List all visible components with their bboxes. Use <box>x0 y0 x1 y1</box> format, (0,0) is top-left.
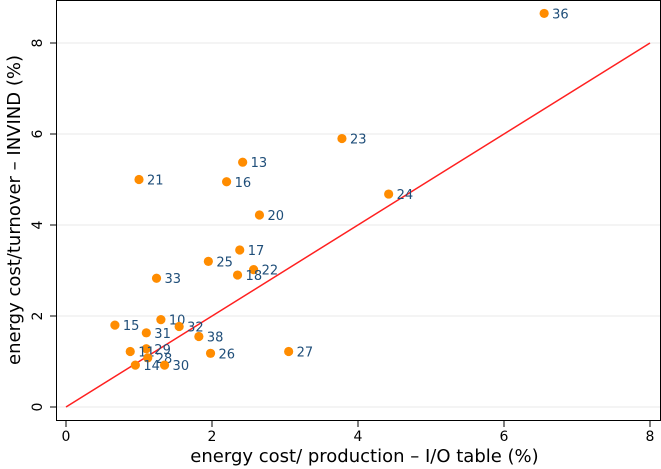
data-point <box>384 189 394 199</box>
data-point <box>232 270 243 280</box>
data-point <box>222 177 232 187</box>
x-tick-label: 8 <box>646 429 655 445</box>
data-point <box>159 360 170 370</box>
data-point <box>141 328 151 338</box>
point-label: 18 <box>246 269 263 284</box>
data-point <box>110 320 120 330</box>
point-label: 31 <box>154 327 171 342</box>
point-label: 15 <box>123 319 140 334</box>
point-label: 26 <box>219 347 236 362</box>
data-point <box>194 331 204 342</box>
data-point <box>203 256 213 266</box>
point-label: 30 <box>173 359 190 374</box>
data-point <box>141 344 151 354</box>
point-label: 33 <box>165 272 182 287</box>
point-label: 25 <box>216 255 233 270</box>
point-label: 23 <box>350 133 367 148</box>
data-point <box>539 8 549 19</box>
y-axis-title: energy cost/turnover – INVIND (%) <box>4 55 25 365</box>
data-point <box>143 353 153 363</box>
y-tick-label: 2 <box>30 312 46 321</box>
data-point <box>125 346 135 357</box>
data-point <box>134 174 144 185</box>
reference-line <box>65 42 651 408</box>
x-tick-label: 4 <box>354 429 363 445</box>
point-label: 13 <box>251 156 268 171</box>
point-label: 36 <box>552 7 569 22</box>
reference-line-layer <box>65 42 651 408</box>
point-label: 16 <box>235 176 252 191</box>
data-point <box>174 321 184 332</box>
point-label: 17 <box>248 244 265 259</box>
point-label: 29 <box>154 343 171 358</box>
point-label: 27 <box>297 345 314 360</box>
point-label: 32 <box>187 320 204 335</box>
y-tick-label: 8 <box>30 39 46 48</box>
x-tick-label: 0 <box>62 429 71 445</box>
data-point <box>156 315 166 325</box>
point-label: 20 <box>267 209 284 224</box>
data-point <box>205 348 216 358</box>
data-point <box>130 360 140 370</box>
point-label: 24 <box>397 188 414 203</box>
point-label: 14 <box>143 359 160 374</box>
y-tick-label: 6 <box>30 129 46 138</box>
y-tick-label: 4 <box>30 220 46 229</box>
data-point <box>151 273 162 283</box>
x-axis-title: energy cost/ production – I/O table (%) <box>190 446 538 467</box>
y-tick-label: 0 <box>30 403 46 412</box>
data-point <box>337 133 347 144</box>
data-point <box>238 157 248 167</box>
x-tick-label: 2 <box>208 429 217 445</box>
data-point <box>284 346 294 357</box>
x-tick-label: 6 <box>500 429 509 445</box>
data-point <box>235 245 245 255</box>
point-label: 21 <box>147 174 164 189</box>
data-point <box>249 264 259 275</box>
data-point <box>254 210 265 220</box>
point-label: 22 <box>262 264 279 279</box>
point-label: 38 <box>207 330 224 345</box>
